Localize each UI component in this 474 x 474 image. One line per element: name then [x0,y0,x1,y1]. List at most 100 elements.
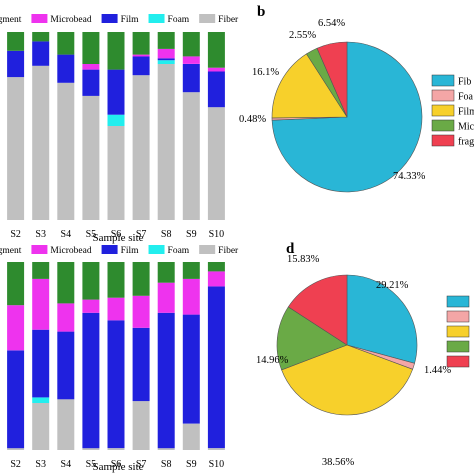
bar-segment-microbead-s8 [157,282,175,313]
bar-segment-fragment-s3 [32,32,50,42]
pie-slice-film [281,344,414,416]
pie-legend-swatch-4 [431,134,455,147]
bar-segment-fragment-s3 [32,262,50,279]
bar-segment-film-s2 [7,50,25,78]
x-tick-label: S5 [86,229,97,240]
legend-label-microbead: Microbead [50,246,91,256]
bar-segment-fragment-s6 [107,262,125,298]
pie-legend-label-3: Mic [458,122,474,133]
legend-label-fiber: Fiber [218,15,239,25]
bar-segment-fiber-s10 [207,448,225,450]
panel-a-stacked-bar: FragmentMicrobeadFilmFoamFiber S2S3S4S5S… [0,14,239,244]
bar-segment-fiber-s3 [32,65,50,220]
bar-segment-film-s8 [157,312,175,449]
bar-segment-fiber-s7 [132,401,150,450]
pie-label-microbead: 14.96% [256,355,289,366]
legend-swatch-film [101,14,118,23]
bar-segment-foam-s6 [107,114,125,126]
bar-segment-microbead-s7 [132,54,150,57]
bar-segment-fragment-s7 [132,32,150,55]
legend-label-fragment: Fragment [0,246,22,256]
panel-b-slices [271,41,423,193]
legend-label-film: Film [121,246,140,256]
bar-segment-fragment-s5 [82,262,100,300]
legend-label-foam: Foam [168,246,190,256]
x-tick-label: S4 [61,229,72,240]
bar-segment-microbead-s5 [82,64,100,70]
pie-legend-swatch-4 [446,355,470,368]
bar-segment-film-s9 [182,314,200,424]
bar-segment-film-s8 [157,58,175,61]
bar-segment-fiber-s7 [132,75,150,220]
bar-segment-film-s3 [32,41,50,66]
panel-a-bars [7,32,225,220]
bar-segment-microbead-s2 [7,305,25,351]
panel-c-legend: Fragment Microbead Film Foam Fiber [0,245,239,256]
bar-segment-fragment-s9 [182,262,200,279]
bar-segment-fragment-s4 [57,262,75,304]
bar-segment-film-s4 [57,54,75,83]
pie-slice-fiber [346,274,418,364]
bar-segment-microbead-s7 [132,295,150,328]
bar-segment-fragment-s10 [207,32,225,68]
bar-segment-fiber-s9 [182,92,200,220]
x-tick-label: S7 [136,459,147,470]
panel-b-legend: Fib Foa Film Mic frag [431,74,474,148]
pie-legend-swatch-3 [446,340,470,353]
legend-label-foam: Foam [168,15,190,25]
pie-label-film: 16.1% [252,67,279,78]
panel-d-letter: d [286,241,295,257]
bar-segment-fiber-s2 [7,77,25,220]
pie-slice-fiber [271,41,423,193]
legend-swatch-film [101,245,118,254]
x-tick-label: S3 [35,229,46,240]
bar-segment-fiber-s8 [157,64,175,220]
pie-label-film: 38.56% [322,457,355,468]
panel-b-pie: b 74.33% 0.48% 16.1% 2.55%6.54% Fib Foa Film M… [239,4,474,193]
bar-segment-film-s6 [107,69,125,115]
pie-legend-swatch-2 [431,104,455,117]
pie-legend-swatch-2 [446,325,470,338]
pie-legend-label-2: Film [458,107,474,118]
bar-segment-microbead-s4 [57,303,75,332]
pie-legend-label-0: Fib [458,77,471,88]
bar-segment-microbead-s3 [32,278,50,330]
panel-a-legend: Fragment Microbead Film Foam Fiber [0,14,239,25]
x-tick-label: S6 [111,459,122,470]
bar-segment-fiber-s2 [7,448,25,450]
pie-label-microbead: 2.55% [289,30,316,41]
bar-segment-fragment-s2 [7,262,25,306]
panel-c-stacked-bar: FragmentMicrobeadFilmFoamFiber S2S3S4S5S… [0,245,239,473]
x-tick-label: S5 [86,459,97,470]
bar-segment-film-s6 [107,320,125,449]
panel-c-bars [7,262,225,450]
legend-swatch-fiber [199,14,216,23]
bar-segment-foam-s8 [157,60,175,64]
panel-d-legend [446,295,470,368]
panel-a-tick-labels: S2 S3 S4 S5 S6 S7 S8 S9 S10 [10,229,224,240]
legend-label-fiber: Fiber [218,246,239,256]
bar-segment-film-s5 [82,312,100,449]
x-tick-label: S7 [136,229,147,240]
bar-segment-fiber-s5 [82,95,100,220]
bar-segment-foam-s3 [32,397,50,403]
bar-segment-film-s7 [132,327,150,402]
bar-segment-fiber-s3 [32,403,50,450]
legend-label-microbead: Microbead [50,15,91,25]
bar-segment-microbead-s10 [207,67,225,72]
pie-legend-swatch-1 [431,89,455,102]
bar-segment-fiber-s6 [107,448,125,450]
pie-legend-swatch-3 [431,119,455,132]
pie-legend-label-4: frag [458,137,474,148]
bar-segment-fiber-s10 [207,107,225,220]
pie-label-fiber: 74.33% [393,171,426,182]
x-tick-label: S4 [61,459,72,470]
pie-label-fragment: 15.83% [287,254,320,265]
pie-legend-swatch-1 [446,310,470,323]
x-tick-label: S9 [186,229,197,240]
bar-segment-fiber-s4 [57,399,75,450]
panel-a-x-axis-label: Sample site [92,232,143,244]
x-tick-label: S2 [10,459,21,470]
legend-swatch-microbead [31,245,48,254]
